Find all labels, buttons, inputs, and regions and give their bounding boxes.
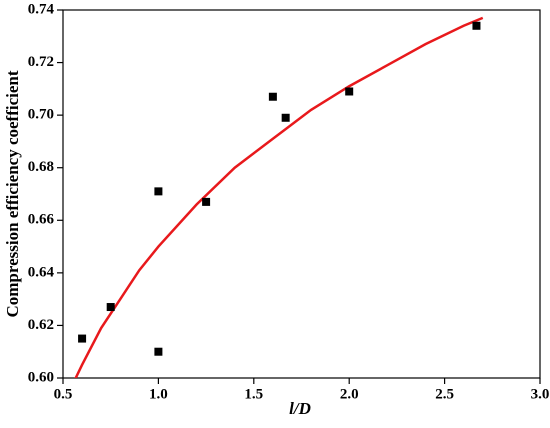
- y-axis-title: Compression efficiency coefficient: [3, 70, 22, 317]
- y-tick-label: 0.74: [28, 1, 55, 17]
- plot-area: [74, 16, 484, 378]
- x-tick-label: 0.5: [54, 386, 73, 402]
- x-tick-label: 1.5: [244, 386, 263, 402]
- y-tick-label: 0.62: [28, 317, 54, 333]
- data-point: [281, 113, 290, 122]
- y-tick-label: 0.60: [28, 369, 54, 385]
- y-tick-label: 0.64: [28, 264, 55, 280]
- x-tick-label: 1.0: [149, 386, 168, 402]
- plot-frame: [62, 9, 541, 379]
- fit-curve: [74, 16, 484, 378]
- x-tick-label: 2.0: [340, 386, 359, 402]
- data-point: [472, 21, 481, 30]
- data-point: [154, 347, 163, 356]
- x-axis-title: l/D: [289, 399, 311, 418]
- y-tick-label: 0.66: [28, 212, 55, 228]
- data-point: [78, 334, 87, 343]
- y-tick-label: 0.68: [28, 159, 54, 175]
- data-point: [106, 303, 115, 312]
- x-tick-label: 3.0: [531, 386, 550, 402]
- x-tick-label: 2.5: [435, 386, 454, 402]
- data-point: [202, 197, 211, 206]
- y-tick-label: 0.70: [28, 107, 54, 123]
- data-point: [268, 92, 277, 101]
- data-point: [345, 87, 354, 96]
- y-tick-label: 0.72: [28, 54, 54, 70]
- data-point: [154, 187, 163, 196]
